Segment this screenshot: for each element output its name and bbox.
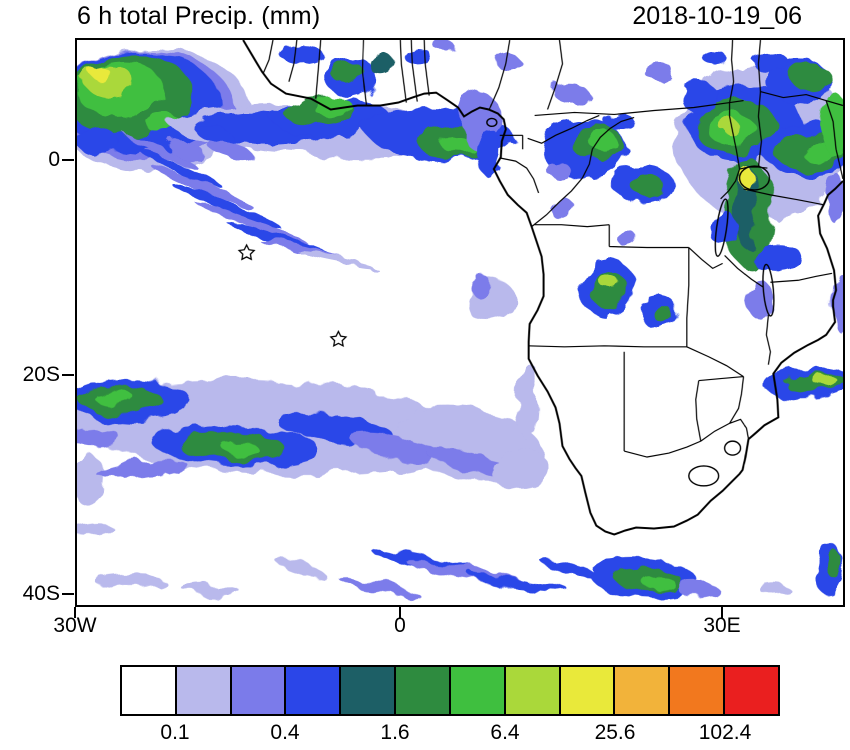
lake-malawi [762, 263, 775, 317]
x-axis-label-0: 0 [394, 614, 406, 637]
lake-tanganyika [714, 198, 729, 257]
lesotho-border [688, 465, 720, 487]
x-axis-label-30e: 30E [703, 614, 741, 637]
map-plot-area [75, 38, 845, 607]
colorbar-tick-label: 0.4 [270, 721, 300, 744]
chart-title: 6 h total Precip. (mm) [77, 2, 321, 30]
colorbar-cell [231, 667, 287, 714]
colorbar-tick-label: 25.6 [594, 721, 636, 744]
y-axis-label-0: 0 [48, 148, 60, 171]
colorbar-cell [615, 667, 671, 714]
coastline [242, 40, 843, 536]
colorbar-cell [560, 667, 616, 714]
colorbar-tick-label: 6.4 [490, 721, 520, 744]
bioko-island [486, 117, 498, 128]
y-axis-tick [62, 159, 74, 161]
colorbar-cell [341, 667, 397, 714]
colorbar-cells [120, 665, 780, 716]
x-axis-tick [721, 607, 723, 618]
colorbar-cell [176, 667, 232, 714]
colorbar-cell [725, 667, 778, 714]
lakes-and-enclaves [486, 117, 775, 487]
colorbar-tick-label: 0.1 [160, 721, 190, 744]
y-axis-tick [62, 374, 74, 376]
marker-layer [237, 243, 348, 347]
precipitation-field [77, 40, 843, 599]
map-svg [77, 40, 843, 599]
colorbar-cell [286, 667, 342, 714]
colorbar-tick-label: 1.6 [380, 721, 410, 744]
colorbar-cell [505, 667, 561, 714]
y-axis-label-20s: 20S [22, 363, 60, 386]
geography-layer [242, 40, 843, 536]
lake-victoria [738, 165, 771, 191]
country-borders [262, 40, 843, 458]
x-axis-tick [399, 607, 401, 618]
timestamp: 2018-10-19_06 [632, 2, 802, 30]
x-axis-tick [74, 607, 76, 618]
star-marker [329, 330, 348, 347]
colorbar-cell [396, 667, 451, 714]
x-axis-label-30w: 30W [53, 614, 97, 637]
star-marker [237, 243, 256, 261]
y-axis-tick [62, 593, 74, 595]
colorbar-labels: 0.1 0.4 1.6 6.4 25.6 102.4 [120, 721, 780, 747]
colorbar-cell [670, 667, 726, 714]
y-axis-label-40s: 40S [22, 582, 60, 605]
colorbar-tick-label: 102.4 [698, 721, 752, 744]
colorbar-cell [122, 667, 177, 714]
swaziland-border [723, 440, 742, 456]
colorbar-cell [450, 667, 506, 714]
